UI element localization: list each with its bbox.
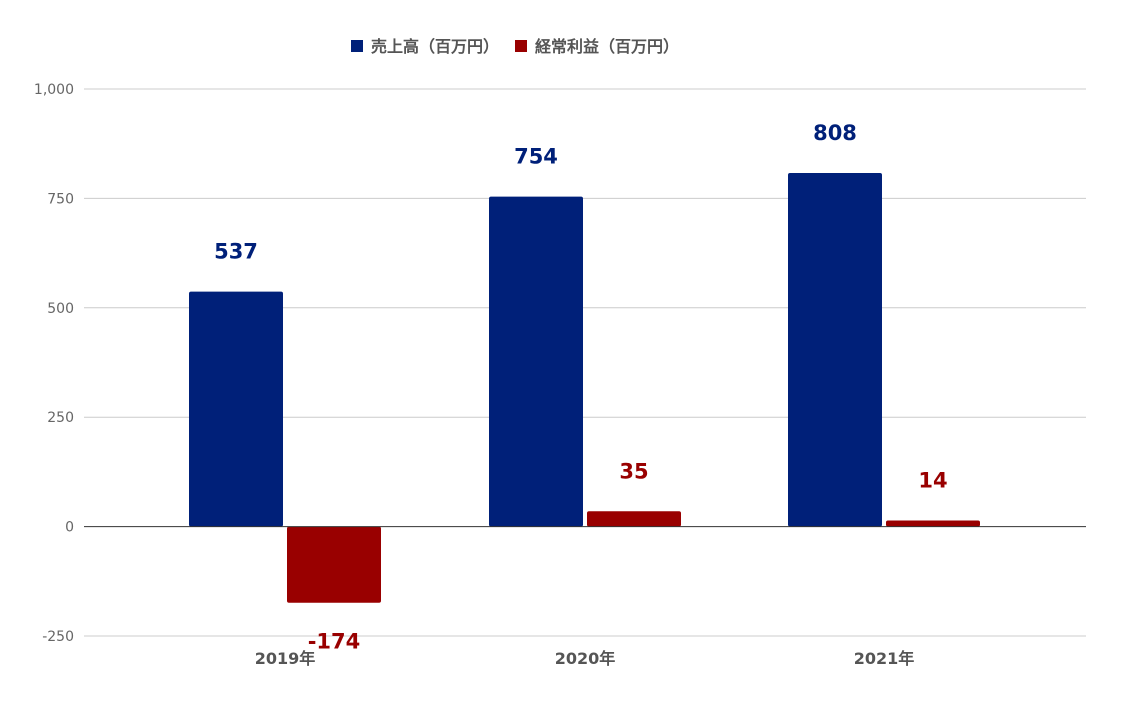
y-tick-label: 0: [65, 520, 74, 536]
y-tick-label: -250: [42, 629, 74, 645]
legend-swatch-ordinary-profit: [515, 40, 527, 52]
y-tick-label: 1,000: [34, 82, 74, 98]
x-category-label: 2019年: [255, 649, 316, 668]
bar-sales-1: [489, 196, 583, 527]
data-label-ordinary-profit-1: 35: [619, 459, 648, 483]
bars: [189, 173, 980, 603]
bar-ordinary-profit-0: [287, 526, 381, 603]
y-tick-label: 500: [47, 301, 74, 317]
data-label-ordinary-profit-0: -174: [308, 630, 361, 654]
x-category-label: 2021年: [854, 649, 915, 668]
legend: 売上高（百万円） 経常利益（百万円）: [351, 37, 679, 56]
y-tick-label: 250: [47, 410, 74, 426]
legend-label-sales: 売上高（百万円）: [371, 37, 499, 56]
legend-label-ordinary-profit: 経常利益（百万円）: [535, 37, 679, 56]
y-axis-ticks: -250 0 250 500 750 1,000: [34, 82, 74, 645]
bar-ordinary-profit-2: [886, 520, 980, 527]
x-axis-categories: 2019年 2020年 2021年: [255, 649, 915, 668]
bar-ordinary-profit-1: [587, 511, 681, 527]
data-label-sales-0: 537: [214, 240, 258, 264]
data-label-ordinary-profit-2: 14: [918, 468, 947, 492]
data-labels: 537 754 808 -174 35 14: [214, 121, 948, 654]
bar-sales-2: [788, 173, 882, 527]
data-label-sales-2: 808: [813, 121, 857, 145]
y-tick-label: 750: [47, 191, 74, 207]
bar-sales-0: [189, 291, 283, 527]
legend-swatch-sales: [351, 40, 363, 52]
x-category-label: 2020年: [555, 649, 616, 668]
data-label-sales-1: 754: [514, 145, 558, 169]
